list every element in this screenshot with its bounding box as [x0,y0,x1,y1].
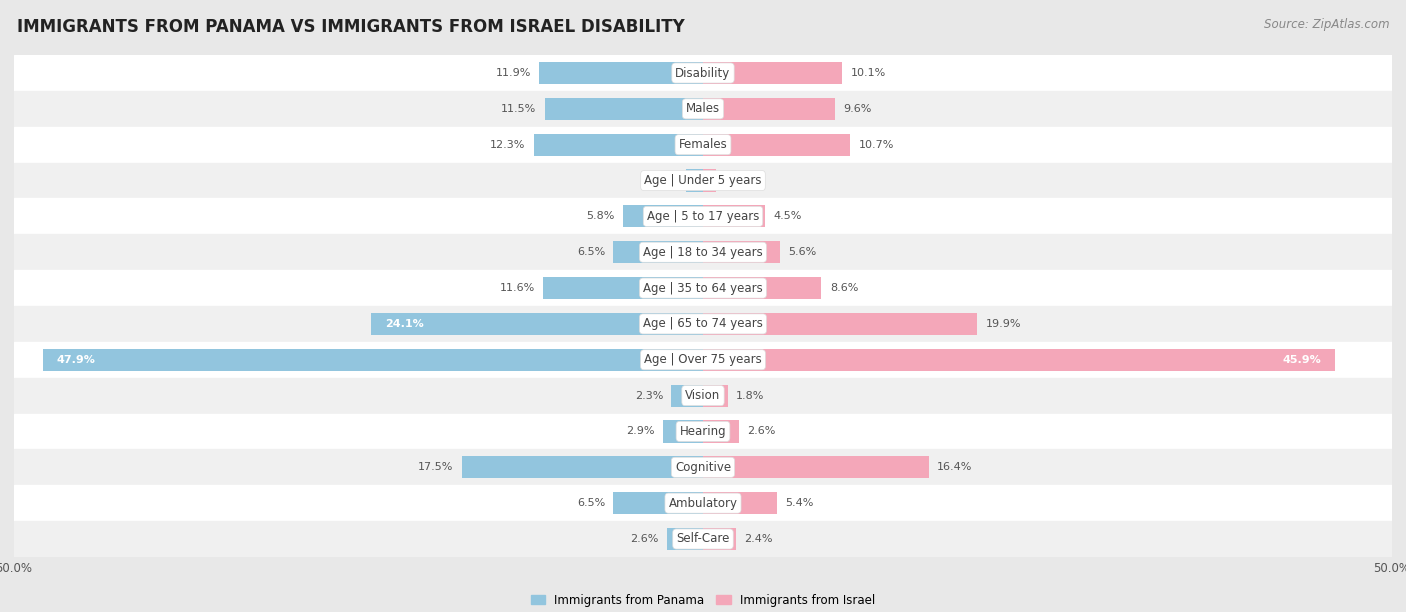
Bar [703,277,821,299]
Text: 1.8%: 1.8% [737,390,765,401]
Bar [544,98,703,120]
Text: 2.9%: 2.9% [626,427,655,436]
Bar [14,234,1392,270]
Legend: Immigrants from Panama, Immigrants from Israel: Immigrants from Panama, Immigrants from … [526,589,880,611]
Bar [14,449,1392,485]
Bar [686,170,703,192]
Text: 47.9%: 47.9% [56,355,96,365]
Text: 6.5%: 6.5% [576,247,605,257]
Text: 24.1%: 24.1% [385,319,423,329]
Bar [14,485,1392,521]
Text: 2.6%: 2.6% [747,427,776,436]
Bar [14,342,1392,378]
Text: 2.3%: 2.3% [634,390,664,401]
Bar [533,133,703,156]
Bar [703,528,737,550]
Bar [703,205,765,228]
Bar [703,349,1336,371]
Text: Males: Males [686,102,720,115]
Bar [703,62,842,84]
Text: 6.5%: 6.5% [576,498,605,508]
Bar [461,456,703,479]
Bar [14,270,1392,306]
Text: 5.6%: 5.6% [789,247,817,257]
Text: Age | 35 to 64 years: Age | 35 to 64 years [643,282,763,294]
Text: 9.6%: 9.6% [844,104,872,114]
Text: Source: ZipAtlas.com: Source: ZipAtlas.com [1264,18,1389,31]
Text: 45.9%: 45.9% [1282,355,1322,365]
Text: Vision: Vision [685,389,721,402]
Bar [613,241,703,263]
Text: 19.9%: 19.9% [986,319,1021,329]
Bar [703,98,835,120]
Bar [703,241,780,263]
Bar [703,420,738,442]
Bar [14,521,1392,557]
Text: IMMIGRANTS FROM PANAMA VS IMMIGRANTS FROM ISRAEL DISABILITY: IMMIGRANTS FROM PANAMA VS IMMIGRANTS FRO… [17,18,685,36]
Text: 17.5%: 17.5% [418,462,454,472]
Text: Age | Over 75 years: Age | Over 75 years [644,353,762,366]
Text: 8.6%: 8.6% [830,283,858,293]
Bar [703,492,778,514]
Text: 11.6%: 11.6% [499,283,534,293]
Bar [671,384,703,407]
Text: 5.8%: 5.8% [586,211,614,222]
Text: 11.5%: 11.5% [501,104,536,114]
Bar [668,528,703,550]
Bar [14,306,1392,342]
Text: Age | 5 to 17 years: Age | 5 to 17 years [647,210,759,223]
Bar [14,91,1392,127]
Bar [44,349,703,371]
Bar [371,313,703,335]
Text: 5.4%: 5.4% [786,498,814,508]
Text: 2.6%: 2.6% [630,534,659,544]
Text: Age | 65 to 74 years: Age | 65 to 74 years [643,318,763,330]
Text: Disability: Disability [675,67,731,80]
Text: 4.5%: 4.5% [773,211,801,222]
Text: Ambulatory: Ambulatory [668,497,738,510]
Text: 11.9%: 11.9% [495,68,531,78]
Bar [623,205,703,228]
Bar [543,277,703,299]
Text: 1.2%: 1.2% [650,176,678,185]
Bar [703,384,728,407]
Bar [703,313,977,335]
Text: 0.96%: 0.96% [724,176,759,185]
Text: 16.4%: 16.4% [938,462,973,472]
Text: Self-Care: Self-Care [676,532,730,545]
Text: 2.4%: 2.4% [744,534,773,544]
Text: Hearing: Hearing [679,425,727,438]
Bar [14,127,1392,163]
Bar [538,62,703,84]
Bar [14,378,1392,414]
Bar [703,170,716,192]
Bar [664,420,703,442]
Text: Females: Females [679,138,727,151]
Bar [703,133,851,156]
Text: 12.3%: 12.3% [489,140,526,150]
Bar [14,198,1392,234]
Bar [613,492,703,514]
Text: Age | Under 5 years: Age | Under 5 years [644,174,762,187]
Text: 10.7%: 10.7% [859,140,894,150]
Text: Cognitive: Cognitive [675,461,731,474]
Bar [14,55,1392,91]
Bar [14,163,1392,198]
Text: Age | 18 to 34 years: Age | 18 to 34 years [643,246,763,259]
Text: 10.1%: 10.1% [851,68,886,78]
Bar [14,414,1392,449]
Bar [703,456,929,479]
